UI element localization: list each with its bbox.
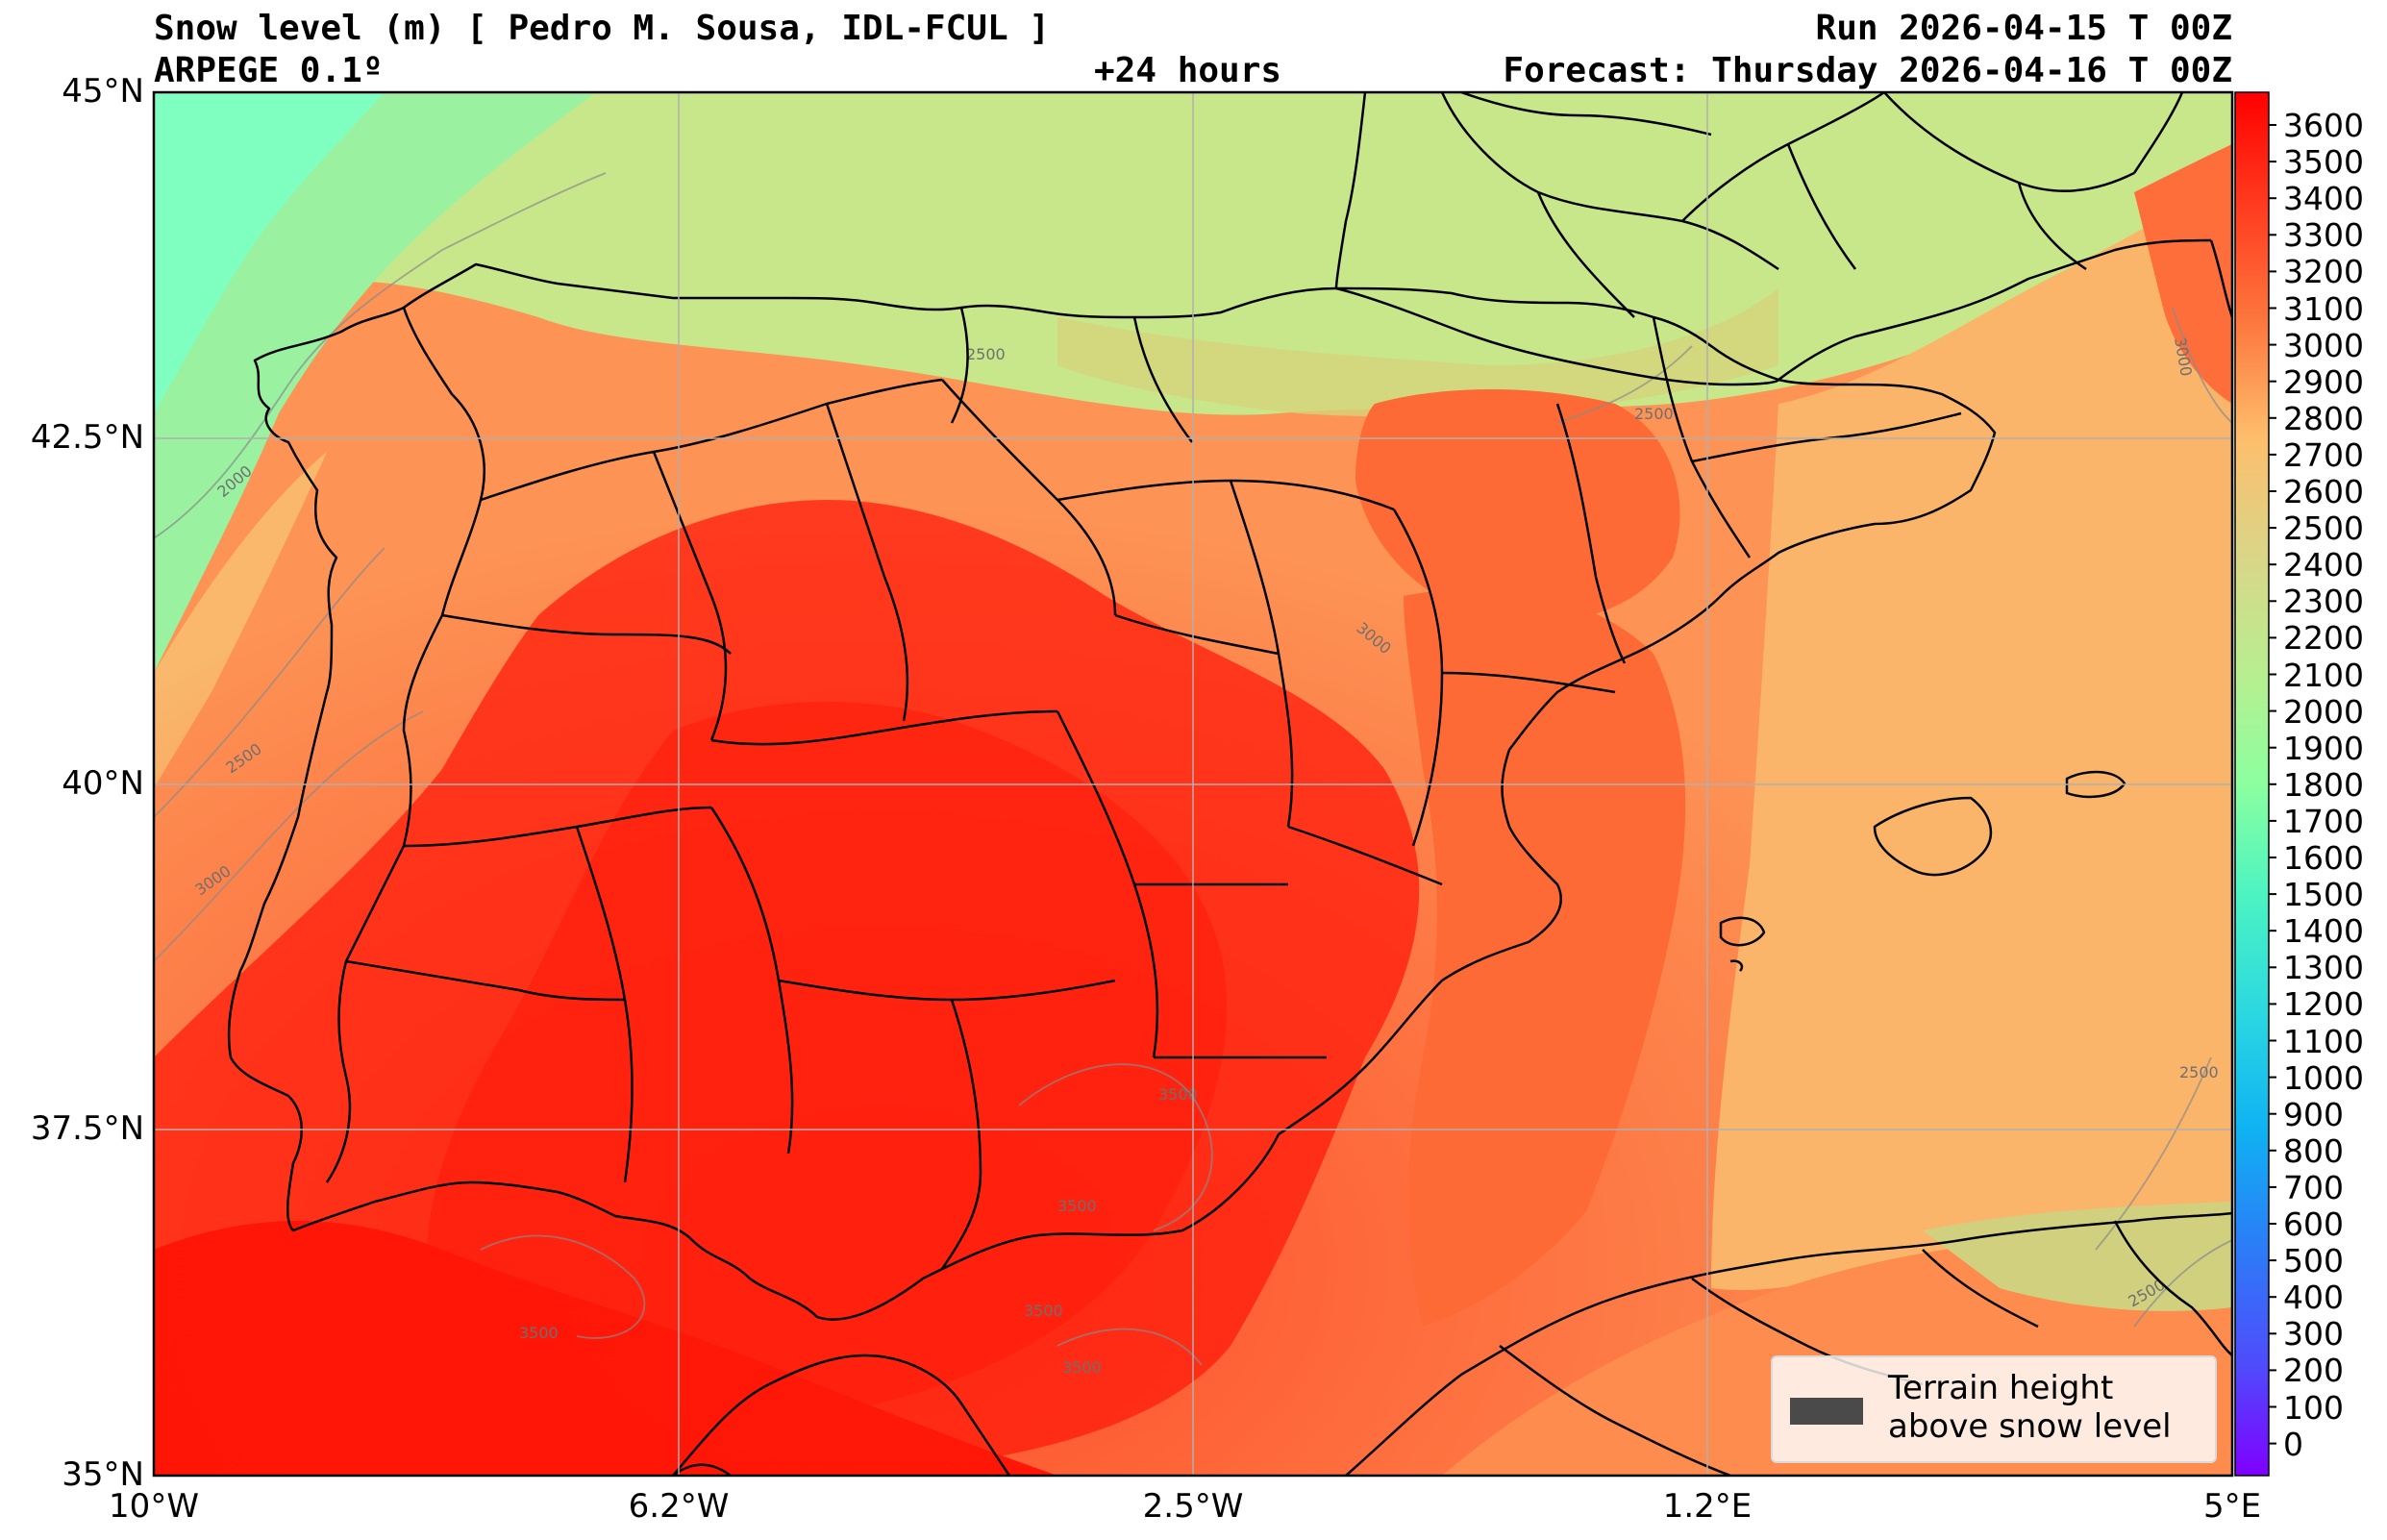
legend-label: Terrain height above snow level — [1888, 1369, 2172, 1446]
colorbar-tick-label: 100 — [2283, 1388, 2344, 1427]
colorbar-tick-label: 3000 — [2283, 326, 2364, 364]
colorbar-tick-label: 3500 — [2283, 143, 2364, 182]
colorbar-tick-label: 1100 — [2283, 1022, 2364, 1060]
contour-label: 3500 — [519, 1324, 559, 1342]
colorbar-tick-label: 0 — [2283, 1425, 2303, 1463]
colorbar-tick-label: 800 — [2283, 1131, 2344, 1170]
contour-label: 2500 — [1634, 405, 1674, 423]
lon-tick-label: 5°E — [2202, 1487, 2262, 1526]
colorbar-tick-label: 2900 — [2283, 362, 2364, 401]
colorbar-tick-label: 1900 — [2283, 729, 2364, 767]
mallorca — [1873, 796, 1992, 877]
colorbar-tick-label: 300 — [2283, 1315, 2344, 1354]
legend: Terrain height above snow level — [1771, 1355, 2217, 1463]
colorbar-tick-label: 2800 — [2283, 399, 2364, 437]
lat-tick-label: 45°N — [62, 72, 144, 111]
portugal-border — [325, 307, 485, 1183]
legend-line-2: above snow level — [1888, 1407, 2172, 1446]
graticule — [154, 92, 2232, 1476]
colorbar-tick-label: 3100 — [2283, 289, 2364, 328]
colorbar-tick-label: 1300 — [2283, 949, 2364, 987]
lead-time-label: +24 hours — [1094, 51, 1282, 90]
colorbar-tick-label: 1500 — [2283, 876, 2364, 914]
colorbar-tick-label: 1000 — [2283, 1058, 2364, 1097]
lat-tick-label: 40°N — [62, 764, 144, 803]
forecast-label: Forecast: Thursday 2026-04-16 T 00Z — [1503, 51, 2232, 90]
colorbar-tick-label: 1800 — [2283, 765, 2364, 804]
menorca — [2065, 770, 2126, 799]
coastlines-and-borders — [227, 92, 2232, 1476]
colorbar-ticks — [2269, 124, 2276, 1445]
contour-label: 3500 — [1158, 1085, 1198, 1104]
contour-label: 3500 — [1057, 1197, 1097, 1215]
colorbar-tick-label: 2200 — [2283, 619, 2364, 658]
colorbar-tick-label: 500 — [2283, 1242, 2344, 1280]
colorbar-tick-label: 1600 — [2283, 839, 2364, 877]
colorbar-tick-label: 2300 — [2283, 583, 2364, 621]
iberia-coastline — [227, 262, 1997, 1321]
colorbar-tick-label: 200 — [2283, 1352, 2344, 1390]
colorbar-tick-label: 2100 — [2283, 656, 2364, 694]
lon-tick-label: 6.2°W — [628, 1487, 730, 1526]
colorbar-tick-label: 3400 — [2283, 180, 2364, 218]
colorbar-tick-label: 2500 — [2283, 509, 2364, 548]
lon-tick-label: 2.5°W — [1142, 1487, 1244, 1526]
contour-label: 3500 — [1024, 1302, 1063, 1320]
colorbar-tick-label: 2400 — [2283, 546, 2364, 584]
lat-tick-label: 35°N — [62, 1455, 144, 1494]
colorbar-tick-label: 1200 — [2283, 985, 2364, 1024]
colorbar-tick-label: 600 — [2283, 1205, 2344, 1243]
contour-label: 2500 — [966, 345, 1006, 363]
legend-line-1: Terrain height — [1888, 1369, 2114, 1407]
colorbar-tick-label: 400 — [2283, 1279, 2344, 1317]
contour-label: 3500 — [1062, 1358, 1102, 1377]
contour-lines — [154, 172, 2232, 1366]
contour-label: 2500 — [2179, 1063, 2219, 1081]
lon-tick-label: 1.2°E — [1662, 1487, 1753, 1526]
ibiza — [1719, 916, 1766, 947]
colorbar-frame — [2234, 91, 2270, 1477]
colorbar-tick-label: 900 — [2283, 1095, 2344, 1133]
colorbar-tick-label: 1700 — [2283, 802, 2364, 840]
colorbar-tick-label: 3200 — [2283, 253, 2364, 291]
france-coast — [1334, 92, 1367, 289]
colorbar-tick-label: 3300 — [2283, 216, 2364, 255]
model-label: ARPEGE 0.1º — [154, 51, 384, 90]
colorbar-tick-label: 2700 — [2283, 435, 2364, 474]
lon-tick-label: 10°W — [109, 1487, 199, 1526]
lat-tick-label: 37.5°N — [30, 1109, 144, 1148]
legend-swatch-terrain — [1790, 1398, 1863, 1425]
plot-frame — [152, 90, 2234, 1478]
map-title: Snow level (m) [ Pedro M. Sousa, IDL-FCU… — [154, 9, 1050, 48]
north-africa-coast — [672, 1354, 1011, 1476]
colorbar-tick-label: 1400 — [2283, 912, 2364, 951]
lat-tick-label: 42.5°N — [30, 418, 144, 457]
colorbar-tick-label: 2000 — [2283, 692, 2364, 731]
colorbar — [2235, 92, 2269, 1476]
colorbar-tick-label: 2600 — [2283, 473, 2364, 510]
colorbar-tick-label: 700 — [2283, 1168, 2344, 1206]
run-label: Run 2026-04-15 T 00Z — [1815, 9, 2232, 48]
colorbar-tick-label: 3600 — [2283, 107, 2364, 144]
